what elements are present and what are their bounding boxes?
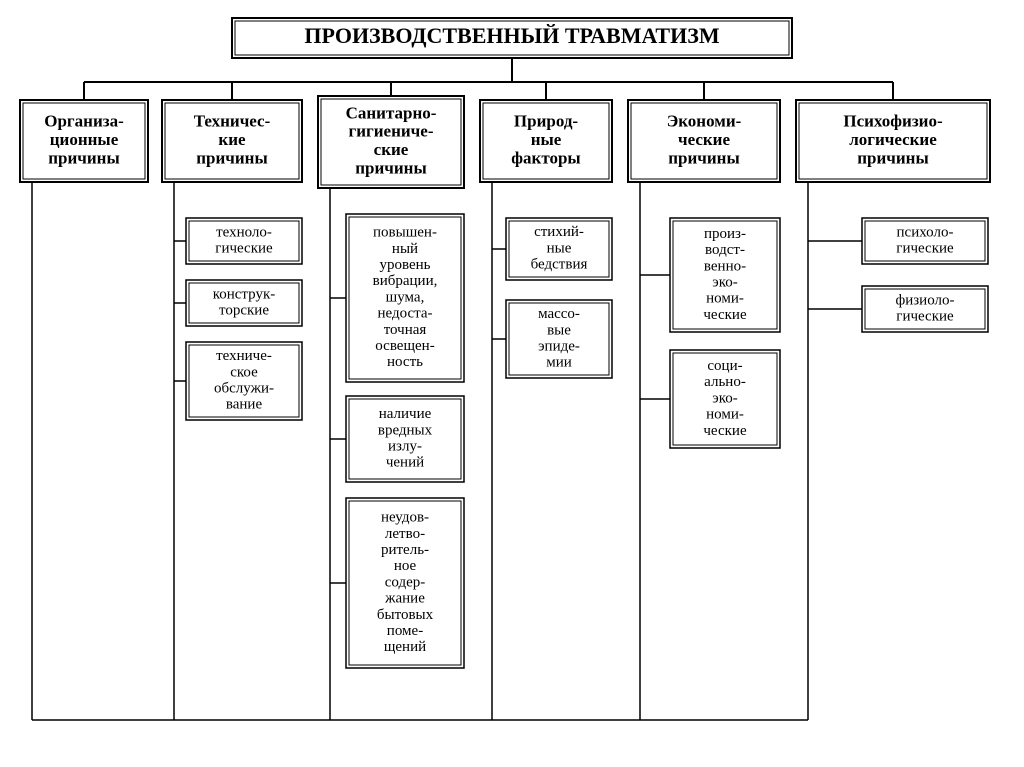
tree-diagram: ПРОИЗВОДСТВЕННЫЙ ТРАВМАТИЗМ Организа-цион…	[0, 0, 1024, 767]
category-org-line-2: причины	[48, 148, 120, 167]
category-san-child-1-line-0: наличие	[379, 406, 432, 422]
category-nat: Природ-ныефакторы	[480, 100, 612, 182]
category-nat-child-0: стихий-ныебедствия	[506, 218, 612, 280]
category-nat-child-1-line-2: эпиде-	[538, 339, 580, 355]
category-san-child-1-line-3: чений	[386, 455, 424, 471]
category-psy-child-1-line-1: гические	[896, 309, 954, 325]
category-san-child-1-line-1: вредных	[378, 422, 433, 438]
category-san-child-2-line-1: летво-	[385, 526, 425, 542]
category-eco-child-0-line-4: номи-	[706, 291, 744, 307]
category-psy-line-0: Психофизио-	[843, 112, 943, 131]
category-tech-child-2-line-2: обслужи-	[214, 381, 274, 397]
category-org-line-1: ционные	[50, 130, 119, 149]
category-san-child-0-line-3: вибрации,	[373, 273, 438, 289]
category-nat-line-1: ные	[531, 130, 562, 149]
category-psy-line-2: причины	[857, 148, 929, 167]
category-nat-child-1: массо-выеэпиде-мии	[506, 300, 612, 378]
category-eco-child-1-line-2: эко-	[712, 390, 737, 406]
category-tech-child-2-line-0: техниче-	[216, 348, 272, 364]
category-san-child-0-line-1: ный	[392, 241, 418, 257]
category-tech-child-2-line-1: ское	[230, 364, 258, 380]
category-eco-child-0-line-0: произ-	[704, 226, 746, 242]
category-eco-line-0: Экономи-	[667, 112, 742, 131]
category-org: Организа-ционныепричины	[20, 100, 148, 182]
category-tech-child-2-line-3: вание	[226, 397, 263, 413]
category-nat-child-0-line-0: стихий-	[534, 224, 584, 240]
category-san-line-1: гигиениче-	[349, 122, 434, 141]
category-eco-child-1-line-1: ально-	[704, 374, 746, 390]
category-eco-line-2: причины	[668, 148, 740, 167]
category-tech-child-0-line-1: гические	[215, 241, 273, 257]
category-san-child-1: наличиевредныхизлу-чений	[346, 396, 464, 482]
category-eco-child-0-line-3: эко-	[712, 275, 737, 291]
category-nat-child-1-line-3: мии	[546, 355, 572, 371]
category-nat-child-1-line-0: массо-	[538, 306, 580, 322]
category-nat-line-2: факторы	[511, 148, 580, 167]
category-eco-child-0-line-2: венно-	[704, 258, 746, 274]
category-san-child-2-line-2: ритель-	[381, 542, 429, 558]
category-tech-child-0-line-0: техноло-	[216, 224, 272, 240]
category-eco-child-0-line-5: ческие	[703, 307, 747, 323]
category-eco-child-0-line-1: водст-	[705, 242, 745, 258]
category-tech-child-2: техниче-скоеобслужи-вание	[186, 342, 302, 420]
category-tech-line-2: причины	[196, 148, 268, 167]
category-san-child-2-line-0: неудов-	[381, 510, 429, 526]
category-nat-line-0: Природ-	[514, 112, 579, 131]
category-tech-child-1-line-0: конструк-	[213, 286, 276, 302]
category-san-child-0-line-2: уровень	[379, 257, 430, 273]
category-san-child-0-line-7: освещен-	[375, 338, 434, 354]
category-org-line-0: Организа-	[44, 112, 124, 131]
category-san-child-0-line-4: шума,	[386, 289, 425, 305]
category-psy-child-1-line-0: физиоло-	[896, 292, 955, 308]
category-tech: Техничес-киепричины	[162, 100, 302, 182]
category-tech-line-0: Техничес-	[194, 112, 271, 131]
category-psy-child-1: физиоло-гические	[862, 286, 988, 332]
category-tech-child-0: техноло-гические	[186, 218, 302, 264]
category-tech-child-1-line-1: торские	[219, 303, 269, 319]
title-box-line-0: ПРОИЗВОДСТВЕННЫЙ ТРАВМАТИЗМ	[304, 23, 719, 48]
category-nat-child-0-line-2: бедствия	[531, 257, 588, 273]
category-san-child-2-line-7: поме-	[387, 623, 423, 639]
category-tech-line-1: кие	[218, 130, 246, 149]
category-san-child-2: неудов-летво-ритель-ноесодер-жаниебытовы…	[346, 498, 464, 668]
category-san-child-2-line-8: щений	[384, 639, 426, 655]
category-eco-child-1-line-3: номи-	[706, 407, 744, 423]
category-san-line-2: ские	[374, 140, 409, 159]
category-tech-child-1: конструк-торские	[186, 280, 302, 326]
category-nat-child-1-line-1: вые	[547, 322, 571, 338]
category-san-child-0: повышен-ныйуровеньвибрации,шума,недоста-…	[346, 214, 464, 382]
category-psy-child-0: психоло-гические	[862, 218, 988, 264]
category-eco-child-1-line-4: ческие	[703, 423, 747, 439]
category-psy: Психофизио-логическиепричины	[796, 100, 990, 182]
category-san-child-2-line-3: ное	[394, 558, 417, 574]
category-eco-child-0: произ-водст-венно-эко-номи-ческие	[670, 218, 780, 332]
category-san-child-0-line-5: недоста-	[377, 306, 432, 322]
category-san-child-1-line-2: излу-	[388, 439, 422, 455]
category-eco-line-1: ческие	[678, 130, 730, 149]
category-eco-child-1: соци-ально-эко-номи-ческие	[670, 350, 780, 448]
category-eco-child-1-line-0: соци-	[707, 358, 742, 374]
category-san-line-0: Санитарно-	[346, 103, 437, 122]
category-eco: Экономи-ческиепричины	[628, 100, 780, 182]
category-san-child-0-line-0: повышен-	[373, 225, 437, 241]
category-san-child-0-line-8: ность	[387, 354, 423, 370]
category-san-line-3: причины	[355, 158, 427, 177]
category-nat-child-0-line-1: ные	[547, 240, 572, 256]
title-box: ПРОИЗВОДСТВЕННЫЙ ТРАВМАТИЗМ	[232, 18, 792, 58]
category-san-child-2-line-6: бытовых	[377, 607, 434, 623]
category-san-child-2-line-5: жание	[384, 591, 425, 607]
category-psy-child-0-line-0: психоло-	[897, 224, 954, 240]
category-san-child-2-line-4: содер-	[385, 574, 426, 590]
category-san-child-0-line-6: точная	[384, 322, 427, 338]
category-psy-line-1: логические	[849, 130, 937, 149]
category-san: Санитарно-гигиениче-скиепричины	[318, 96, 464, 188]
category-psy-child-0-line-1: гические	[896, 241, 954, 257]
